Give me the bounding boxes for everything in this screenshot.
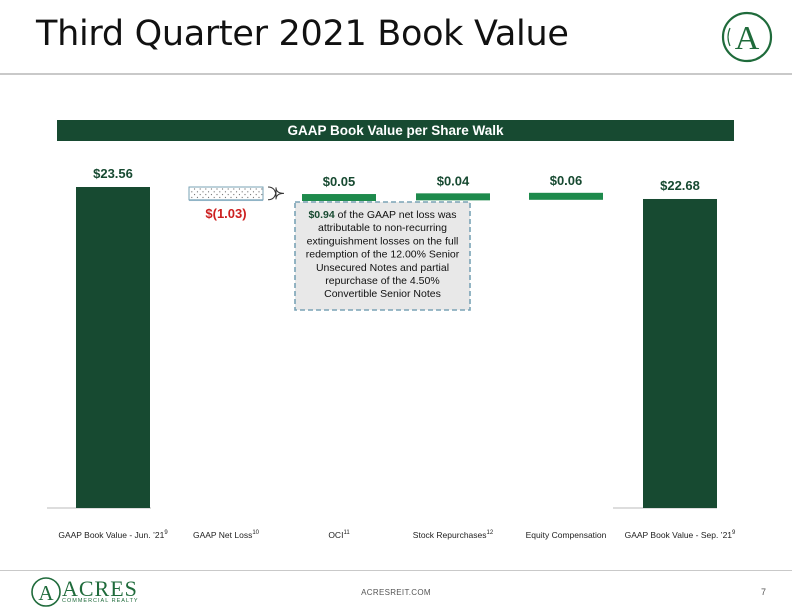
data-label-3: $0.04: [437, 173, 470, 188]
footer-url[interactable]: ACRESREIT.COM: [361, 588, 431, 597]
bar-1: [189, 199, 263, 202]
category-footnote-1: 10: [252, 530, 259, 536]
logo-wordmark: ACRES: [62, 576, 138, 601]
data-label-4: $0.06: [550, 173, 583, 188]
page-title: Third Quarter 2021 Book Value: [36, 14, 569, 54]
category-text-4: Equity Compensation: [526, 530, 607, 540]
category-footnote-3: 12: [487, 530, 494, 536]
bar-1-non-recurring: [188, 186, 264, 201]
callout-line-4: Unsecured Notes and partial: [316, 262, 449, 274]
category-footnote-0: 9: [164, 530, 168, 536]
bar-5: [643, 198, 717, 508]
callout-brace: [267, 186, 285, 201]
data-label-5: $22.68: [660, 178, 700, 193]
bar-4: [529, 192, 603, 200]
category-label-1: GAAP Net Loss10: [193, 530, 260, 540]
callout-line-6: Convertible Senior Notes: [324, 288, 441, 300]
logo-monogram: A: [735, 20, 760, 57]
category-label-0: GAAP Book Value - Jun. ’219: [58, 530, 168, 540]
category-text-1: GAAP Net Loss: [193, 530, 252, 540]
company-logo-top: A: [721, 11, 773, 63]
callout-text-0: of the GAAP net loss was: [335, 209, 457, 221]
callout-amount: $0.94: [308, 209, 334, 221]
chart-header: GAAP Book Value per Share Walk: [57, 120, 734, 141]
data-label-1: $(1.03): [205, 206, 246, 221]
title-divider: [0, 73, 792, 75]
bar-3: [416, 193, 490, 201]
category-footnote-2: 11: [343, 530, 350, 536]
category-text-0: GAAP Book Value - Jun. ’21: [58, 530, 164, 540]
category-footnote-5: 9: [732, 530, 736, 536]
company-logo-bottom: A: [31, 577, 61, 607]
logo-subtitle: COMMERCIAL REALTY: [62, 598, 139, 604]
category-text-5: GAAP Book Value - Sep. ’21: [625, 530, 733, 540]
callout-line-2: extinguishment losses on the full: [307, 235, 459, 247]
category-label-3: Stock Repurchases12: [413, 530, 494, 540]
data-label-0: $23.56: [93, 166, 133, 181]
callout-line-3: redemption of the 12.00% Senior: [306, 249, 460, 261]
bar-2: [302, 194, 376, 202]
callout-box: [294, 201, 471, 311]
footer-divider: [0, 570, 792, 571]
category-label-5: GAAP Book Value - Sep. ’219: [625, 530, 736, 540]
callout-line-5: repurchase of the 4.50%: [325, 275, 439, 287]
bar-0: [76, 187, 150, 508]
category-text-3: Stock Repurchases: [413, 530, 487, 540]
category-label-4: Equity Compensation: [526, 530, 607, 540]
callout-line-1: attributable to non-recurring: [318, 222, 447, 234]
category-text-2: OCI: [328, 530, 343, 540]
data-label-2: $0.05: [323, 174, 356, 189]
callout-line-0: $0.94 of the GAAP net loss was: [308, 209, 456, 221]
category-label-2: OCI11: [328, 530, 350, 540]
page-number: 7: [761, 587, 767, 597]
logo-monogram-small: A: [38, 581, 54, 605]
